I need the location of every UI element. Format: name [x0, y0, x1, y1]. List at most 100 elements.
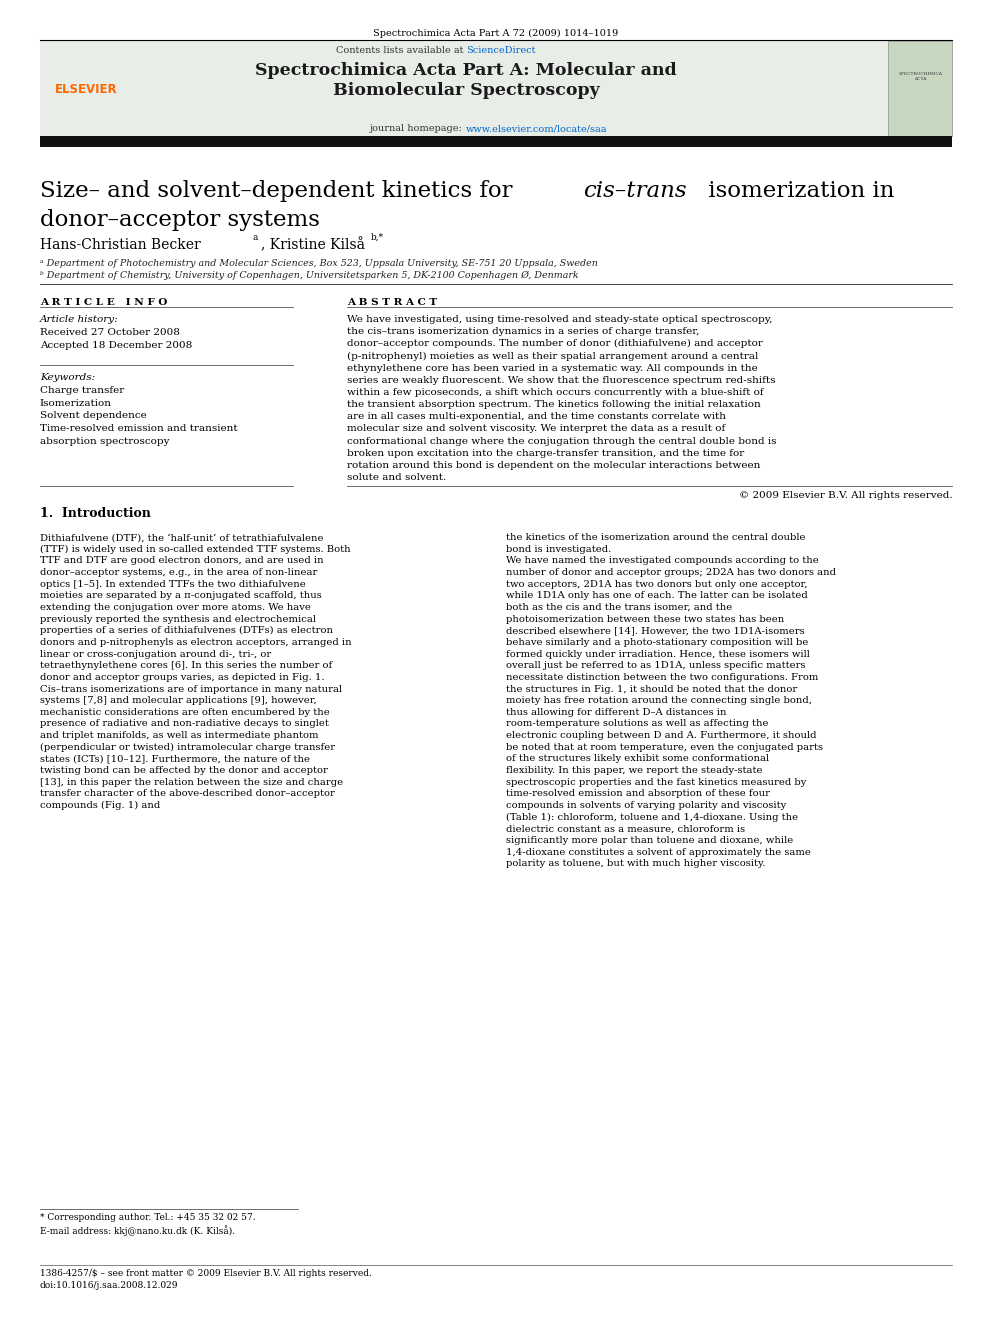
Text: [13], in this paper the relation between the size and charge: [13], in this paper the relation between… — [40, 778, 343, 787]
Text: * Corresponding author. Tel.: +45 35 32 02 57.: * Corresponding author. Tel.: +45 35 32 … — [40, 1213, 255, 1222]
Text: extending the conjugation over more atoms. We have: extending the conjugation over more atom… — [40, 603, 310, 613]
Text: Biomolecular Spectroscopy: Biomolecular Spectroscopy — [333, 82, 599, 99]
Text: linear or cross-conjugation around di-, tri-, or: linear or cross-conjugation around di-, … — [40, 650, 271, 659]
Text: the structures in Fig. 1, it should be noted that the donor: the structures in Fig. 1, it should be n… — [506, 684, 798, 693]
Text: donors and p-nitrophenyls as electron acceptors, arranged in: donors and p-nitrophenyls as electron ac… — [40, 638, 351, 647]
Text: broken upon excitation into the charge-transfer transition, and the time for: broken upon excitation into the charge-t… — [347, 448, 744, 458]
Text: 1,4-dioxane constitutes a solvent of approximately the same: 1,4-dioxane constitutes a solvent of app… — [506, 848, 810, 856]
Text: 1.  Introduction: 1. Introduction — [40, 507, 151, 520]
Text: TTF and DTF are good electron donors, and are used in: TTF and DTF are good electron donors, an… — [40, 557, 323, 565]
Text: ᵃ Department of Photochemistry and Molecular Sciences, Box 523, Uppsala Universi: ᵃ Department of Photochemistry and Molec… — [40, 259, 597, 269]
Text: solute and solvent.: solute and solvent. — [347, 474, 446, 482]
Text: are in all cases multi-exponential, and the time constants correlate with: are in all cases multi-exponential, and … — [347, 413, 726, 421]
Text: necessitate distinction between the two configurations. From: necessitate distinction between the two … — [506, 673, 818, 681]
Text: number of donor and acceptor groups; 2D2A has two donors and: number of donor and acceptor groups; 2D2… — [506, 568, 836, 577]
Text: systems [7,8] and molecular applications [9], however,: systems [7,8] and molecular applications… — [40, 696, 316, 705]
Text: Size– and solvent–dependent kinetics for: Size– and solvent–dependent kinetics for — [40, 180, 520, 202]
Text: moiety has free rotation around the connecting single bond,: moiety has free rotation around the conn… — [506, 696, 811, 705]
Text: overall just be referred to as 1D1A, unless specific matters: overall just be referred to as 1D1A, unl… — [506, 662, 806, 671]
Text: thus allowing for different D–A distances in: thus allowing for different D–A distance… — [506, 708, 726, 717]
Text: series are weakly fluorescent. We show that the fluorescence spectrum red-shifts: series are weakly fluorescent. We show t… — [347, 376, 776, 385]
Text: absorption spectroscopy: absorption spectroscopy — [40, 437, 170, 446]
Text: the transient absorption spectrum. The kinetics following the initial relaxation: the transient absorption spectrum. The k… — [347, 400, 761, 409]
Text: significantly more polar than toluene and dioxane, while: significantly more polar than toluene an… — [506, 836, 794, 845]
Text: transfer character of the above-described donor–acceptor: transfer character of the above-describe… — [40, 790, 334, 798]
Text: We have investigated, using time-resolved and steady-state optical spectroscopy,: We have investigated, using time-resolve… — [347, 315, 773, 324]
Text: , Kristine Kilså: , Kristine Kilså — [261, 238, 365, 253]
Text: ELSEVIER: ELSEVIER — [55, 83, 117, 97]
Text: behave similarly and a photo-stationary composition will be: behave similarly and a photo-stationary … — [506, 638, 808, 647]
Text: a: a — [253, 233, 258, 242]
Text: SPECTROCHIMICA
ACTA: SPECTROCHIMICA ACTA — [899, 73, 942, 81]
FancyBboxPatch shape — [888, 41, 952, 136]
Text: donor–acceptor systems: donor–acceptor systems — [40, 209, 319, 232]
Text: (p-nitrophenyl) moieties as well as their spatial arrangement around a central: (p-nitrophenyl) moieties as well as thei… — [347, 352, 759, 360]
Text: Spectrochimica Acta Part A: Molecular and: Spectrochimica Acta Part A: Molecular an… — [255, 62, 678, 79]
Text: Solvent dependence: Solvent dependence — [40, 411, 147, 421]
Text: Isomerization: Isomerization — [40, 400, 112, 407]
Text: be noted that at room temperature, even the conjugated parts: be noted that at room temperature, even … — [506, 742, 823, 751]
Text: bond is investigated.: bond is investigated. — [506, 545, 611, 554]
Text: twisting bond can be affected by the donor and acceptor: twisting bond can be affected by the don… — [40, 766, 327, 775]
Text: donor–acceptor compounds. The number of donor (dithiafulvene) and acceptor: donor–acceptor compounds. The number of … — [347, 339, 763, 348]
FancyBboxPatch shape — [40, 41, 888, 136]
Text: two acceptors, 2D1A has two donors but only one acceptor,: two acceptors, 2D1A has two donors but o… — [506, 579, 807, 589]
Text: Dithiafulvene (DTF), the ‘half-unit’ of tetrathiafulvalene: Dithiafulvene (DTF), the ‘half-unit’ of … — [40, 533, 323, 542]
Text: Hans-Christian Becker: Hans-Christian Becker — [40, 238, 200, 253]
Text: presence of radiative and non-radiative decays to singlet: presence of radiative and non-radiative … — [40, 720, 328, 729]
Text: ethynylethene core has been varied in a systematic way. All compounds in the: ethynylethene core has been varied in a … — [347, 364, 758, 373]
Text: © 2009 Elsevier B.V. All rights reserved.: © 2009 Elsevier B.V. All rights reserved… — [739, 491, 952, 500]
Text: moieties are separated by a π-conjugated scaffold, thus: moieties are separated by a π-conjugated… — [40, 591, 321, 601]
Text: of the structures likely exhibit some conformational: of the structures likely exhibit some co… — [506, 754, 769, 763]
Text: Article history:: Article history: — [40, 315, 118, 324]
Text: Spectrochimica Acta Part A 72 (2009) 1014–1019: Spectrochimica Acta Part A 72 (2009) 101… — [373, 29, 619, 38]
Text: b,*: b,* — [371, 233, 384, 242]
Text: while 1D1A only has one of each. The latter can be isolated: while 1D1A only has one of each. The lat… — [506, 591, 807, 601]
Text: Accepted 18 December 2008: Accepted 18 December 2008 — [40, 341, 191, 351]
Text: and triplet manifolds, as well as intermediate phantom: and triplet manifolds, as well as interm… — [40, 732, 318, 740]
Text: previously reported the synthesis and electrochemical: previously reported the synthesis and el… — [40, 615, 315, 623]
Text: journal homepage:: journal homepage: — [370, 124, 466, 134]
Text: room-temperature solutions as well as affecting the: room-temperature solutions as well as af… — [506, 720, 769, 729]
Text: spectroscopic properties and the fast kinetics measured by: spectroscopic properties and the fast ki… — [506, 778, 806, 787]
Text: time-resolved emission and absorption of these four: time-resolved emission and absorption of… — [506, 790, 770, 798]
Text: Cis–trans isomerizations are of importance in many natural: Cis–trans isomerizations are of importan… — [40, 684, 342, 693]
Text: ᵇ Department of Chemistry, University of Copenhagen, Universitetsparken 5, DK-21: ᵇ Department of Chemistry, University of… — [40, 271, 578, 280]
Text: formed quickly under irradiation. Hence, these isomers will: formed quickly under irradiation. Hence,… — [506, 650, 809, 659]
Text: conformational change where the conjugation through the central double bond is: conformational change where the conjugat… — [347, 437, 777, 446]
Text: both as the cis and the trans isomer, and the: both as the cis and the trans isomer, an… — [506, 603, 732, 613]
Text: compounds (Fig. 1) and: compounds (Fig. 1) and — [40, 800, 160, 810]
Text: (TTF) is widely used in so-called extended TTF systems. Both: (TTF) is widely used in so-called extend… — [40, 545, 350, 554]
Text: A R T I C L E   I N F O: A R T I C L E I N F O — [40, 298, 167, 307]
Text: 1386-4257/$ – see front matter © 2009 Elsevier B.V. All rights reserved.: 1386-4257/$ – see front matter © 2009 El… — [40, 1269, 372, 1278]
Text: Contents lists available at: Contents lists available at — [335, 46, 466, 56]
Text: dielectric constant as a measure, chloroform is: dielectric constant as a measure, chloro… — [506, 824, 745, 833]
Text: the kinetics of the isomerization around the central double: the kinetics of the isomerization around… — [506, 533, 806, 542]
Text: Keywords:: Keywords: — [40, 373, 95, 382]
Text: E-mail address: kkj@nano.ku.dk (K. Kilså).: E-mail address: kkj@nano.ku.dk (K. Kilså… — [40, 1225, 235, 1236]
Text: the cis–trans isomerization dynamics in a series of charge transfer,: the cis–trans isomerization dynamics in … — [347, 327, 699, 336]
Text: doi:10.1016/j.saa.2008.12.029: doi:10.1016/j.saa.2008.12.029 — [40, 1281, 179, 1290]
Text: photoisomerization between these two states has been: photoisomerization between these two sta… — [506, 615, 784, 623]
Text: optics [1–5]. In extended TTFs the two dithiafulvene: optics [1–5]. In extended TTFs the two d… — [40, 579, 306, 589]
Text: donor and acceptor groups varies, as depicted in Fig. 1.: donor and acceptor groups varies, as dep… — [40, 673, 324, 681]
Text: described elsewhere [14]. However, the two 1D1A-isomers: described elsewhere [14]. However, the t… — [506, 626, 805, 635]
FancyBboxPatch shape — [40, 136, 952, 147]
Text: ScienceDirect: ScienceDirect — [466, 46, 536, 56]
Text: (Table 1): chloroform, toluene and 1,4-dioxane. Using the: (Table 1): chloroform, toluene and 1,4-d… — [506, 812, 798, 822]
Text: We have named the investigated compounds according to the: We have named the investigated compounds… — [506, 557, 818, 565]
Text: compounds in solvents of varying polarity and viscosity: compounds in solvents of varying polarit… — [506, 800, 787, 810]
Text: tetraethynylethene cores [6]. In this series the number of: tetraethynylethene cores [6]. In this se… — [40, 662, 332, 671]
Text: flexibility. In this paper, we report the steady-state: flexibility. In this paper, we report th… — [506, 766, 763, 775]
Text: (perpendicular or twisted) intramolecular charge transfer: (perpendicular or twisted) intramolecula… — [40, 742, 335, 751]
Text: www.elsevier.com/locate/saa: www.elsevier.com/locate/saa — [466, 124, 608, 134]
Text: within a few picoseconds, a shift which occurs concurrently with a blue-shift of: within a few picoseconds, a shift which … — [347, 388, 764, 397]
Text: states (ICTs) [10–12]. Furthermore, the nature of the: states (ICTs) [10–12]. Furthermore, the … — [40, 754, 310, 763]
Text: cis–trans: cis–trans — [583, 180, 686, 202]
Text: rotation around this bond is dependent on the molecular interactions between: rotation around this bond is dependent o… — [347, 460, 761, 470]
Text: Charge transfer: Charge transfer — [40, 386, 124, 396]
Text: polarity as toluene, but with much higher viscosity.: polarity as toluene, but with much highe… — [506, 859, 765, 868]
Text: Received 27 October 2008: Received 27 October 2008 — [40, 328, 180, 337]
Text: properties of a series of dithiafulvenes (DTFs) as electron: properties of a series of dithiafulvenes… — [40, 626, 332, 635]
Text: Time-resolved emission and transient: Time-resolved emission and transient — [40, 423, 237, 433]
